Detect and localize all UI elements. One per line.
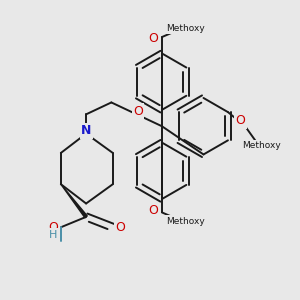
Text: O: O <box>236 114 246 128</box>
Text: Methoxy: Methoxy <box>166 24 205 33</box>
Text: H: H <box>49 230 58 240</box>
Text: O: O <box>115 221 125 234</box>
Text: O: O <box>49 221 58 234</box>
Text: N: N <box>81 124 91 137</box>
Text: O: O <box>148 204 158 218</box>
Text: Methoxy: Methoxy <box>242 141 281 150</box>
Polygon shape <box>61 184 87 218</box>
Text: Methoxy: Methoxy <box>166 217 205 226</box>
Text: O: O <box>133 105 143 118</box>
Text: O: O <box>148 32 158 45</box>
